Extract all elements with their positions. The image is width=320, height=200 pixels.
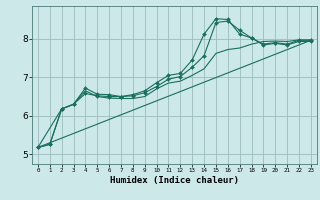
X-axis label: Humidex (Indice chaleur): Humidex (Indice chaleur) (110, 176, 239, 185)
